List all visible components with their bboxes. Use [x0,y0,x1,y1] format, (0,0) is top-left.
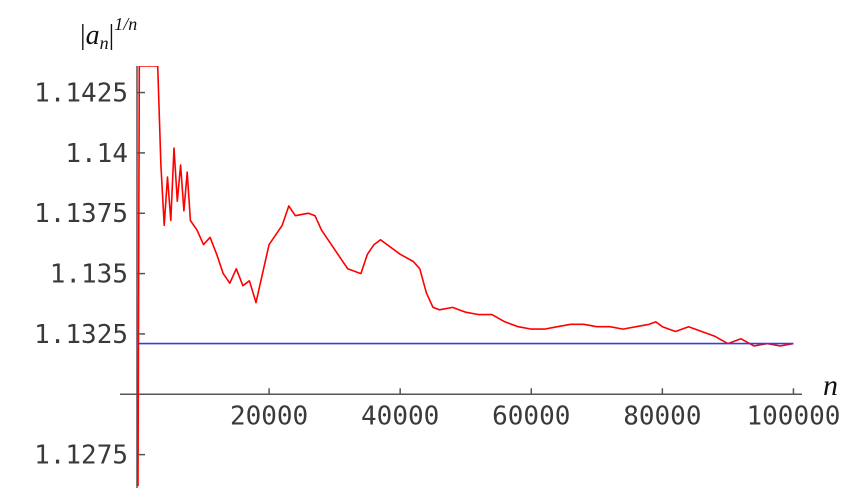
y-axis-label-bar-left: | [80,20,86,51]
x-axis-label: n [823,369,838,402]
y-axis-label-bar-right: | [109,20,115,51]
y-axis-label-exponent: 1/n [114,14,137,34]
x-tick-label: 20000 [230,401,308,431]
y-tick-label: 1.1275 [34,441,128,471]
y-tick-label: 1.135 [50,260,128,290]
y-tick-label: 1.14 [65,139,128,169]
y-tick-label: 1.1325 [34,320,128,350]
y-axis-label-sub: n [100,33,109,53]
ticks: 20000 40000 60000 80000 100000 1.1275 1.1325 1.… [34,79,840,471]
x-tick-label: 60000 [492,401,570,431]
x-tick-label: 80000 [623,401,701,431]
y-axis-label-a: a [86,20,100,51]
series-line-red [137,66,794,487]
y-tick-label: 1.1375 [34,199,128,229]
series-layer [137,66,794,487]
axes [120,66,802,488]
y-axis-label: |an|1/n [80,14,137,53]
x-tick-label: 40000 [361,401,439,431]
x-tick-label: 100000 [746,401,840,431]
y-tick-label: 1.1425 [34,79,128,109]
